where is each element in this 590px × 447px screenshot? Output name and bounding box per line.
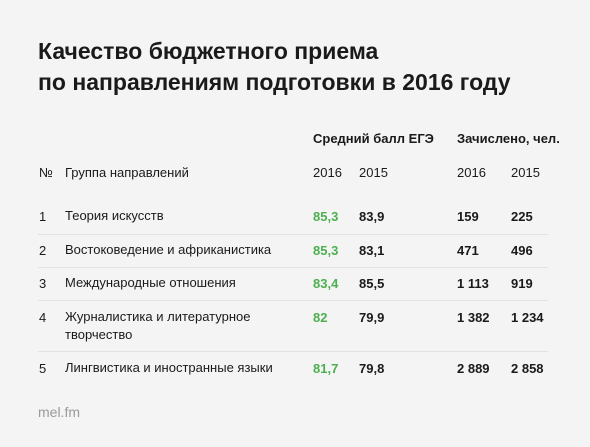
row-number: 3	[39, 276, 47, 291]
row-score-2016: 81,7	[313, 361, 339, 376]
source-label: mel.fm	[38, 404, 80, 420]
row-group-name: Востоковедение и африканистика	[65, 242, 272, 257]
row-enrolled-2015: 496	[511, 243, 533, 258]
title-line-2: по направлениям подготовки в 2016 году	[38, 69, 511, 95]
row-enrolled-2015: 2 858	[511, 361, 544, 376]
row-group-name: Лингвистика и иностранные языки	[65, 360, 273, 375]
row-enrolled-2015: 1 234	[511, 310, 544, 325]
row-enrolled-2015: 225	[511, 209, 533, 224]
row-group-name: Международные отношения	[65, 275, 236, 290]
row-score-2016: 85,3	[313, 243, 339, 258]
row-score-2015: 79,9	[359, 310, 385, 325]
row-group-name: Теория искусств	[65, 208, 164, 223]
score-group-header: Средний балл ЕГЭ	[313, 131, 434, 146]
row-score-2016: 83,4	[313, 276, 339, 291]
enrolled-group-header: Зачислено, чел.	[457, 131, 560, 146]
row-enrolled-2016: 1 113	[457, 276, 489, 291]
table-row: 2 Востоковедение и африканистика 85,3 83…	[38, 234, 548, 268]
row-enrolled-2016: 471	[457, 243, 479, 258]
row-group-name: Журналистика и литературное творчество	[65, 309, 251, 342]
col-header-enrolled-2015: 2015	[511, 165, 540, 180]
table-row: 1 Теория искусств 85,3 83,9 159 225	[38, 199, 548, 235]
row-enrolled-2016: 159	[457, 209, 479, 224]
row-score-2015: 83,9	[359, 209, 385, 224]
row-enrolled-2016: 1 382	[457, 310, 490, 325]
col-header-group: Группа направлений	[65, 165, 189, 180]
row-score-2015: 79,8	[359, 361, 385, 376]
col-header-num: №	[39, 165, 53, 180]
page-title: Качество бюджетного приема по направлени…	[38, 36, 568, 98]
title-line-1: Качество бюджетного приема	[38, 38, 379, 64]
row-enrolled-2016: 2 889	[457, 361, 490, 376]
col-header-score-2016: 2016	[313, 165, 342, 180]
row-number: 4	[39, 310, 47, 325]
row-score-2015: 85,5	[359, 276, 385, 291]
col-header-enrolled-2016: 2016	[457, 165, 486, 180]
row-enrolled-2015: 919	[511, 276, 533, 291]
table-row: 5 Лингвистика и иностранные языки 81,7 7…	[38, 351, 548, 386]
row-score-2016: 82	[313, 310, 328, 325]
table-row: 3 Международные отношения 83,4 85,5 1 11…	[38, 267, 548, 301]
col-header-score-2015: 2015	[359, 165, 388, 180]
row-number: 5	[39, 361, 47, 376]
row-number: 1	[39, 209, 47, 224]
row-score-2016: 85,3	[313, 209, 339, 224]
row-number: 2	[39, 243, 47, 258]
row-score-2015: 83,1	[359, 243, 385, 258]
table-row: 4 Журналистика и литературное творчество…	[38, 300, 548, 352]
